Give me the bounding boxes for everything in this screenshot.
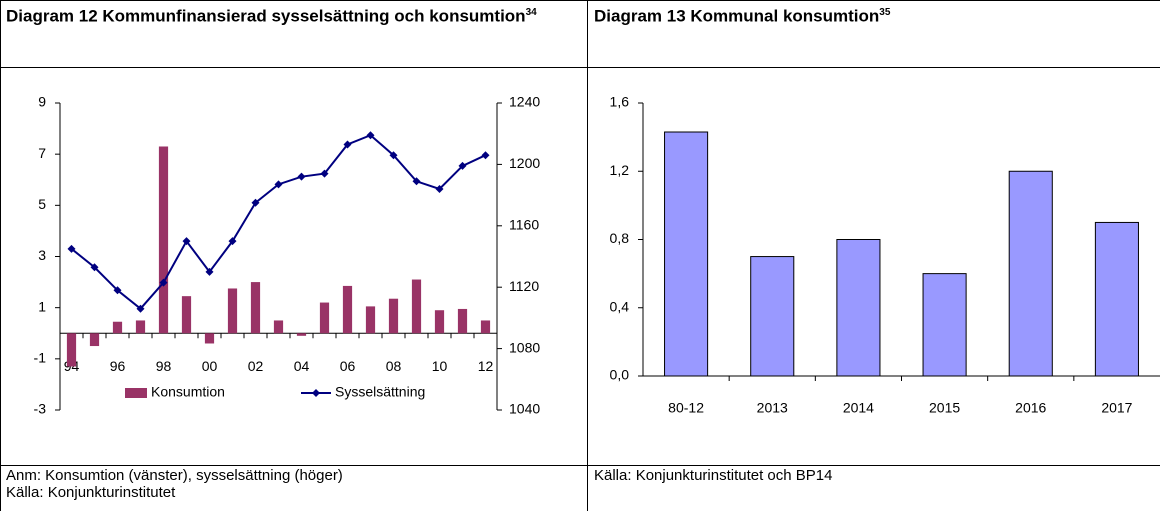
x-tick-label: 98 — [156, 358, 172, 374]
bar — [204, 333, 215, 344]
marker — [481, 151, 490, 160]
legend-label: Konsumtion — [151, 384, 225, 400]
y2-tick-label: 1080 — [509, 339, 540, 355]
y-tick-label: 0,8 — [610, 230, 630, 246]
bar — [836, 239, 881, 377]
marker — [297, 172, 306, 181]
y2-tick-label: 1040 — [509, 401, 540, 417]
panel-title: Diagram 12 Kommunfinansierad sysselsättn… — [6, 6, 537, 26]
x-tick-label: 10 — [432, 358, 448, 374]
marker — [182, 237, 191, 246]
x-tick-label: 80-12 — [668, 400, 704, 416]
bar — [250, 282, 261, 334]
x-tick-label: 2014 — [843, 400, 874, 416]
border — [0, 0, 1160, 1]
y-tick-label: 1 — [38, 298, 46, 314]
bar — [135, 320, 146, 334]
y-tick-label: 1,6 — [610, 94, 630, 110]
y-tick-label: 1,2 — [610, 162, 630, 178]
marker — [251, 198, 260, 207]
note: Källa: Konjunkturinstitutet — [6, 484, 176, 501]
y2-tick-label: 1200 — [509, 155, 540, 171]
marker — [205, 267, 214, 276]
bar — [89, 333, 100, 347]
bar — [457, 308, 468, 334]
x-tick-label: 96 — [110, 358, 126, 374]
y-tick-label: -1 — [34, 350, 47, 366]
bar — [112, 321, 123, 334]
marker — [159, 278, 168, 287]
marker — [113, 286, 122, 295]
marker — [343, 140, 352, 149]
border — [587, 0, 588, 511]
bar — [227, 288, 238, 334]
x-tick-label: 2017 — [1101, 400, 1132, 416]
y2-tick-label: 1160 — [509, 217, 539, 233]
x-tick-label: 2013 — [757, 400, 788, 416]
y-tick-label: 0,4 — [610, 298, 630, 314]
bar — [411, 279, 422, 334]
bar — [388, 298, 399, 334]
y-tick-label: 5 — [38, 196, 46, 212]
legend-swatch — [125, 388, 147, 398]
x-tick-label: 00 — [202, 358, 218, 374]
bar — [66, 333, 77, 367]
bar — [664, 131, 709, 377]
marker — [136, 304, 145, 313]
bar — [273, 320, 284, 334]
border — [0, 0, 1, 511]
marker — [412, 177, 421, 186]
marker — [366, 131, 375, 140]
y2-tick-label: 1120 — [509, 278, 539, 294]
y-tick-label: 9 — [38, 94, 46, 110]
marker — [274, 180, 283, 189]
notes: Källa: Konjunkturinstitutet och BP14 — [594, 467, 1154, 484]
x-tick-label: 08 — [386, 358, 402, 374]
notes: Anm: Konsumtion (vänster), sysselsättnin… — [6, 467, 581, 501]
x-tick-label: 2015 — [929, 400, 960, 416]
bar — [342, 285, 353, 334]
bar — [181, 296, 192, 334]
bar — [480, 320, 491, 334]
bar — [319, 302, 330, 334]
marker — [458, 161, 467, 170]
marker — [67, 244, 76, 253]
bar — [365, 306, 376, 334]
marker — [389, 151, 398, 160]
bar — [922, 273, 967, 377]
marker — [320, 169, 329, 178]
x-tick-label: 12 — [478, 358, 494, 374]
border — [0, 67, 1160, 68]
bar — [434, 310, 445, 334]
bar — [1094, 221, 1139, 377]
y-tick-label: 7 — [38, 145, 46, 161]
y2-tick-label: 1240 — [509, 94, 540, 110]
marker — [435, 184, 444, 193]
bar — [750, 256, 795, 377]
bar — [1008, 170, 1053, 377]
note: Källa: Konjunkturinstitutet och BP14 — [594, 467, 833, 484]
x-tick-label: 02 — [248, 358, 264, 374]
border — [0, 465, 1160, 466]
line — [70, 134, 486, 311]
legend-swatch — [312, 389, 320, 397]
y-tick-label: 3 — [38, 247, 46, 263]
marker — [90, 263, 99, 272]
legend-label: Sysselsättning — [335, 384, 425, 400]
x-tick-label: 04 — [294, 358, 310, 374]
bar — [296, 333, 307, 336]
y-tick-label: 0,0 — [610, 367, 630, 383]
x-tick-label: 2016 — [1015, 400, 1046, 416]
bar — [158, 146, 169, 334]
x-tick-label: 06 — [340, 358, 356, 374]
panel-title: Diagram 13 Kommunal konsumtion35 — [594, 6, 891, 26]
y-tick-label: -3 — [34, 401, 47, 417]
marker — [228, 237, 237, 246]
note: Anm: Konsumtion (vänster), sysselsättnin… — [6, 467, 343, 484]
